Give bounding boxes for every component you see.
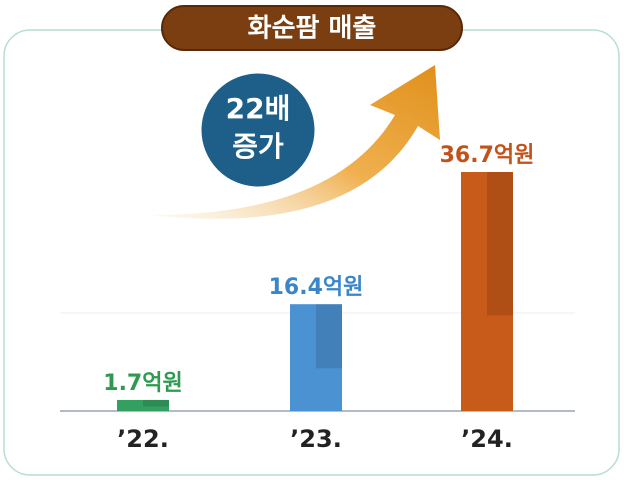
bar	[117, 399, 169, 411]
x-tick-label: ’23.	[290, 425, 342, 453]
x-tick-label: ’22.	[117, 425, 169, 453]
badge	[198, 70, 318, 190]
title-pill	[161, 5, 463, 51]
badge-text: 증가	[232, 130, 284, 163]
growth-arrow	[150, 65, 440, 219]
value-label: 36.7억원	[440, 143, 535, 168]
bar	[290, 304, 342, 411]
bar-shade	[316, 304, 342, 369]
badge-text: 22배	[226, 92, 291, 125]
bar-shade	[487, 172, 513, 316]
chart-title: 화순팜 매출	[248, 14, 377, 44]
value-label: 16.4억원	[269, 275, 364, 300]
bar-shade	[143, 399, 169, 407]
bar	[461, 172, 513, 411]
x-tick-label: ’24.	[461, 425, 513, 453]
value-label: 1.7억원	[103, 371, 182, 396]
